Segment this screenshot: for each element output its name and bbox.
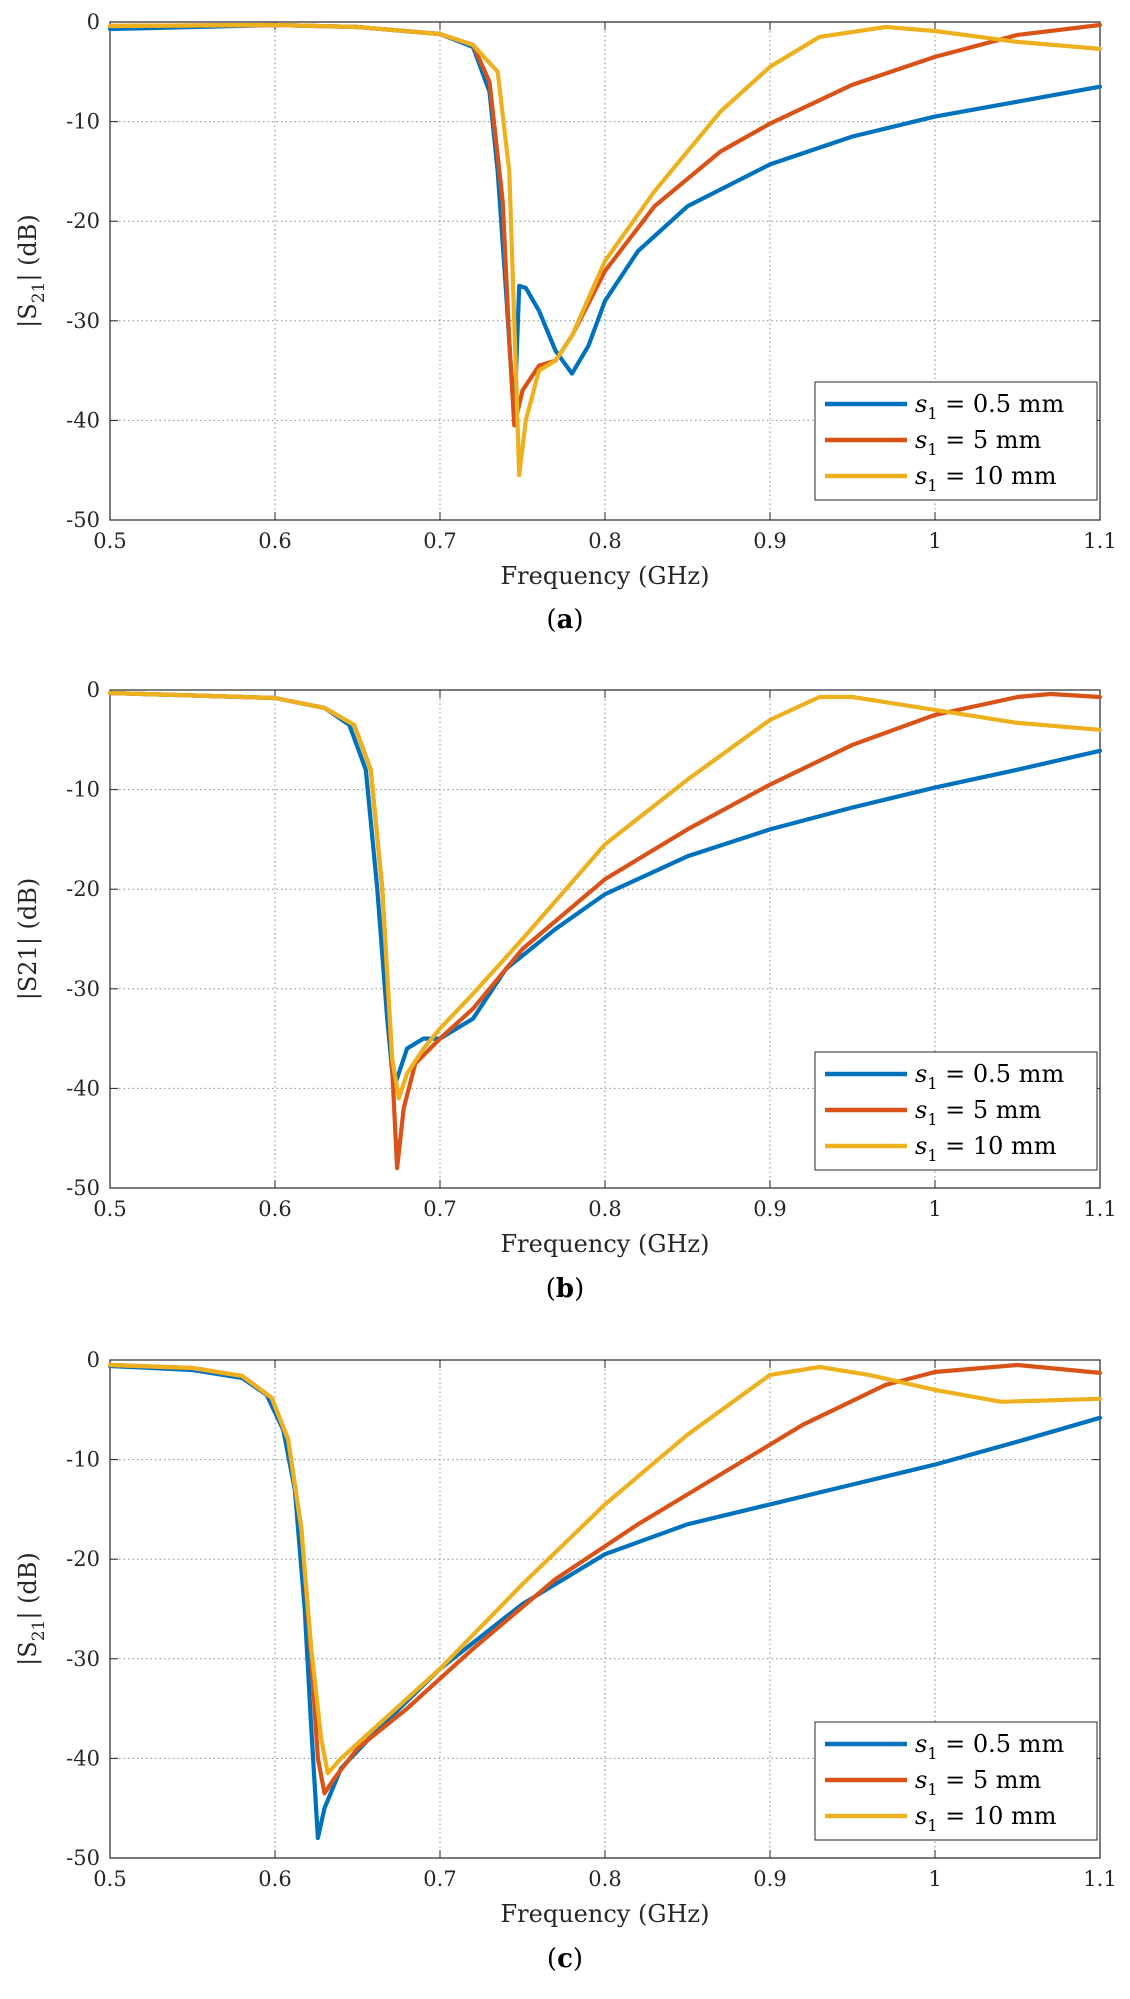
y-tick-label: -20	[66, 209, 100, 233]
legend-entry: s1 = 10 mm	[915, 462, 1057, 495]
y-tick-label: -20	[66, 1547, 100, 1571]
series-line-3	[107, 690, 1103, 1101]
series-line-1	[107, 690, 1103, 1091]
series-line-3	[107, 22, 1103, 478]
x-tick-label: 0.9	[753, 1197, 786, 1221]
x-tick-label: 1	[928, 529, 941, 553]
y-tick-label: -40	[66, 408, 100, 432]
legend-entry: s1 = 0.5 mm	[915, 1060, 1064, 1093]
y-axis-label: |S21| (dB)	[14, 214, 49, 328]
x-axis-label: Frequency (GHz)	[501, 562, 710, 590]
x-tick-label: 1.1	[1083, 529, 1116, 553]
x-tick-label: 0.6	[258, 1197, 291, 1221]
x-tick-label: 1	[928, 1197, 941, 1221]
y-tick-label: -20	[66, 877, 100, 901]
x-axis-label: Frequency (GHz)	[501, 1230, 710, 1258]
legend-entry: s1 = 5 mm	[915, 426, 1042, 459]
x-tick-label: 0.6	[258, 1867, 291, 1891]
x-axis-label: Frequency (GHz)	[501, 1900, 710, 1928]
y-tick-label: -50	[66, 1846, 100, 1870]
chart-panel-b: 0.5 0.6 0.7 0.8 0.9 1 1.1 0 -10 -20 -30 -40 -50 Frequ…	[14, 678, 1117, 1304]
y-tick-label: 0	[87, 1348, 100, 1372]
x-tick-label: 0.9	[753, 1867, 786, 1891]
y-tick-label: -50	[66, 508, 100, 532]
y-tick-label: -30	[66, 309, 100, 333]
y-tick-label: 0	[87, 678, 100, 702]
x-tick-label: 0.6	[258, 529, 291, 553]
legend-box	[814, 381, 1098, 501]
x-tick-label: 0.8	[588, 1197, 621, 1221]
legend-entry: s1 = 10 mm	[915, 1802, 1057, 1835]
y-tick-label: -10	[66, 110, 100, 134]
y-tick-label: -40	[66, 1076, 100, 1100]
panel-caption: (c)	[547, 1944, 583, 1974]
x-tick-label: 0.7	[423, 1197, 456, 1221]
x-tick-label: 0.7	[423, 1867, 456, 1891]
panel-caption: (b)	[546, 1274, 585, 1304]
y-tick-label: -10	[66, 778, 100, 802]
legend-entry: s1 = 5 mm	[915, 1096, 1042, 1129]
legend-entry: s1 = 0.5 mm	[915, 1730, 1064, 1763]
legend-entry: s1 = 5 mm	[915, 1766, 1042, 1799]
y-axis-label: |S21| (dB)	[14, 878, 43, 1001]
x-tick-label: 0.7	[423, 529, 456, 553]
x-tick-label: 0.8	[588, 1867, 621, 1891]
legend-entry: s1 = 0.5 mm	[915, 390, 1064, 423]
series-line-3	[107, 1362, 1103, 1776]
x-tick-label: 0.8	[588, 529, 621, 553]
y-tick-label: -10	[66, 1448, 100, 1472]
x-tick-label: 0.5	[93, 529, 126, 553]
x-tick-label: 0.5	[93, 1197, 126, 1221]
chart-panel-a: 0.5 0.6 0.7 0.8 0.9 1 1.1 0 -10 -20 -30 -40 -50 Frequ…	[14, 10, 1117, 635]
y-axis-label: |S21| (dB)	[14, 1552, 49, 1666]
y-tick-label: -50	[66, 1176, 100, 1200]
series-line-1	[107, 22, 1103, 423]
chart-panel-c: 0.5 0.6 0.7 0.8 0.9 1 1.1 0 -10 -20 -30 -40 -50 Frequ…	[14, 1348, 1117, 1974]
y-tick-label: -30	[66, 977, 100, 1001]
x-tick-label: 1.1	[1083, 1197, 1116, 1221]
panel-caption: (a)	[546, 605, 583, 635]
y-tick-label: 0	[87, 10, 100, 34]
y-tick-label: -30	[66, 1647, 100, 1671]
x-tick-label: 1	[928, 1867, 941, 1891]
x-tick-label: 0.5	[93, 1867, 126, 1891]
legend-entry: s1 = 10 mm	[915, 1132, 1057, 1165]
x-tick-label: 1.1	[1083, 1867, 1116, 1891]
y-tick-label: -40	[66, 1746, 100, 1770]
x-tick-label: 0.9	[753, 529, 786, 553]
